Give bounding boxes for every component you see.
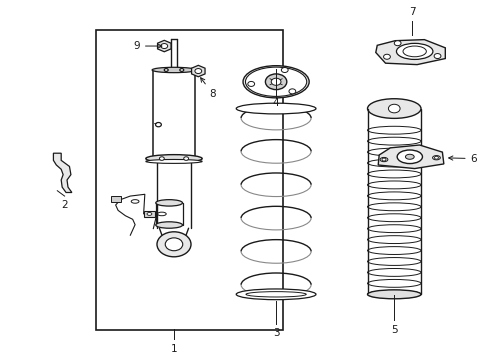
Ellipse shape bbox=[367, 203, 420, 211]
Ellipse shape bbox=[367, 214, 420, 222]
Text: 4: 4 bbox=[272, 98, 279, 108]
Ellipse shape bbox=[147, 212, 152, 215]
Ellipse shape bbox=[379, 157, 387, 162]
Ellipse shape bbox=[402, 46, 426, 57]
Ellipse shape bbox=[367, 170, 420, 178]
Ellipse shape bbox=[145, 159, 202, 163]
Ellipse shape bbox=[236, 289, 315, 300]
Text: 2: 2 bbox=[61, 200, 68, 210]
Circle shape bbox=[271, 78, 281, 85]
Bar bbox=[152, 70, 195, 157]
Polygon shape bbox=[375, 40, 445, 64]
Ellipse shape bbox=[367, 290, 420, 299]
Polygon shape bbox=[250, 69, 301, 95]
Polygon shape bbox=[53, 153, 72, 193]
Ellipse shape bbox=[367, 269, 420, 276]
Ellipse shape bbox=[367, 99, 420, 118]
Circle shape bbox=[159, 157, 164, 160]
Circle shape bbox=[281, 68, 287, 72]
Ellipse shape bbox=[367, 148, 420, 156]
Bar bbox=[157, 162, 191, 228]
Circle shape bbox=[434, 156, 438, 159]
Circle shape bbox=[161, 44, 167, 49]
Ellipse shape bbox=[432, 156, 440, 160]
Ellipse shape bbox=[367, 279, 420, 287]
Text: 6: 6 bbox=[448, 154, 476, 163]
Ellipse shape bbox=[405, 154, 413, 159]
Ellipse shape bbox=[367, 236, 420, 244]
Ellipse shape bbox=[243, 66, 308, 98]
Polygon shape bbox=[191, 65, 204, 77]
Circle shape bbox=[195, 68, 201, 73]
Text: 7: 7 bbox=[408, 8, 415, 18]
Ellipse shape bbox=[367, 159, 420, 167]
Ellipse shape bbox=[367, 247, 420, 255]
Ellipse shape bbox=[367, 257, 420, 265]
Ellipse shape bbox=[367, 291, 420, 298]
Circle shape bbox=[288, 89, 295, 94]
Text: 1: 1 bbox=[170, 344, 177, 354]
Circle shape bbox=[387, 104, 399, 113]
Ellipse shape bbox=[367, 137, 420, 145]
Ellipse shape bbox=[236, 103, 315, 114]
Ellipse shape bbox=[367, 126, 420, 134]
Circle shape bbox=[433, 54, 440, 59]
Circle shape bbox=[383, 54, 389, 59]
Text: 9: 9 bbox=[133, 41, 162, 51]
Ellipse shape bbox=[156, 222, 182, 228]
Polygon shape bbox=[377, 145, 443, 168]
Circle shape bbox=[157, 232, 191, 257]
Bar bbox=[144, 211, 155, 217]
Ellipse shape bbox=[156, 200, 182, 206]
Text: 5: 5 bbox=[390, 325, 397, 335]
Circle shape bbox=[393, 41, 400, 46]
Ellipse shape bbox=[245, 292, 305, 297]
Circle shape bbox=[183, 157, 188, 160]
Bar bbox=[111, 197, 121, 202]
Circle shape bbox=[247, 81, 254, 86]
Bar bbox=[96, 30, 283, 330]
Ellipse shape bbox=[152, 67, 196, 73]
Ellipse shape bbox=[396, 150, 422, 163]
Circle shape bbox=[381, 158, 385, 161]
Ellipse shape bbox=[396, 43, 432, 59]
Circle shape bbox=[165, 238, 183, 251]
Ellipse shape bbox=[367, 225, 420, 233]
Circle shape bbox=[164, 68, 168, 71]
Circle shape bbox=[180, 68, 183, 71]
Ellipse shape bbox=[145, 155, 202, 162]
Ellipse shape bbox=[245, 67, 306, 96]
Polygon shape bbox=[157, 40, 171, 52]
Circle shape bbox=[265, 74, 286, 90]
Text: 3: 3 bbox=[272, 328, 279, 338]
Ellipse shape bbox=[367, 192, 420, 200]
Text: 8: 8 bbox=[200, 78, 216, 99]
Ellipse shape bbox=[367, 181, 420, 189]
